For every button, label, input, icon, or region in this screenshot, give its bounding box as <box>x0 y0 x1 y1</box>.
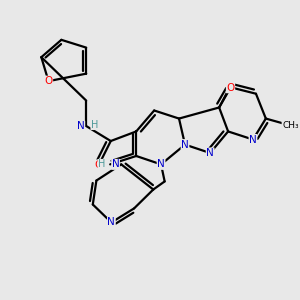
Text: H: H <box>98 159 106 170</box>
Text: N: N <box>206 148 214 158</box>
Text: N: N <box>157 159 165 170</box>
Text: N: N <box>107 218 115 227</box>
Text: O: O <box>226 83 235 93</box>
Text: CH₃: CH₃ <box>282 121 299 130</box>
Text: N: N <box>112 159 119 170</box>
Text: O: O <box>44 76 52 86</box>
Text: N: N <box>249 134 257 145</box>
Text: N: N <box>181 140 189 150</box>
Text: H: H <box>91 120 98 130</box>
Text: N: N <box>77 121 85 131</box>
Text: O: O <box>95 160 103 170</box>
